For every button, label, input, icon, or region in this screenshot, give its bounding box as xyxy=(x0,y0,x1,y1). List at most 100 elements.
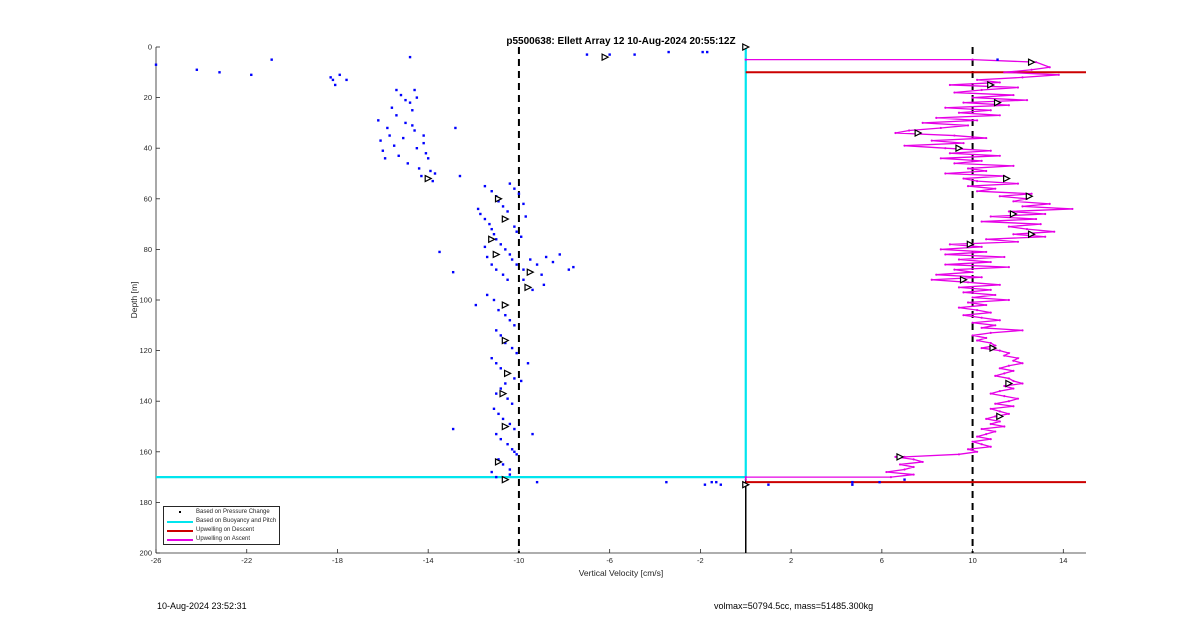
pressure-change-point xyxy=(703,483,707,486)
upwelling-ascent-point xyxy=(935,116,938,119)
upwelling-ascent-point xyxy=(1021,329,1024,332)
pressure-change-point xyxy=(406,162,409,165)
pressure-change-point xyxy=(667,50,670,54)
pressure-change-point xyxy=(490,263,493,266)
upwelling-ascent-point xyxy=(980,245,983,248)
pressure-change-point xyxy=(404,121,407,125)
upwelling-ascent-point xyxy=(744,478,747,481)
upwelling-ascent-point xyxy=(998,389,1001,393)
pressure-change-point xyxy=(510,258,514,261)
x-tick-label: 2 xyxy=(789,556,793,565)
pressure-change-point xyxy=(483,217,487,221)
upwelling-ascent-point xyxy=(985,238,988,241)
x-axis-label: Vertical Velocity [cm/s] xyxy=(579,568,664,578)
upwelling-ascent-point xyxy=(1039,223,1042,226)
upwelling-ascent-point xyxy=(894,131,897,135)
upwelling-ascent-point xyxy=(989,445,992,448)
pressure-change-point xyxy=(424,152,428,155)
triangle-marker xyxy=(742,480,751,489)
pressure-change-point xyxy=(513,225,516,228)
pressure-change-point xyxy=(513,324,516,327)
triangle-marker xyxy=(494,457,503,466)
pressure-change-point xyxy=(415,147,419,150)
upwelling-ascent-point xyxy=(971,321,974,324)
upwelling-ascent-point xyxy=(898,463,902,466)
y-tick-label: 60 xyxy=(144,194,152,203)
pressure-change-point xyxy=(408,55,412,59)
upwelling-ascent-point xyxy=(980,346,983,350)
chart-title: p5500638: Ellett Array 12 10-Aug-2024 20… xyxy=(506,36,735,47)
pressure-change-point xyxy=(331,78,335,82)
pressure-change-point xyxy=(499,334,502,337)
upwelling-ascent-point xyxy=(944,263,947,266)
upwelling-ascent-point xyxy=(976,435,979,438)
upwelling-ascent-point xyxy=(971,271,974,274)
pressure-change-point xyxy=(392,144,396,147)
triangle-marker xyxy=(1005,379,1014,388)
pressure-change-point xyxy=(495,362,498,365)
upwelling-ascent-point xyxy=(1048,202,1051,205)
triangle-marker xyxy=(524,283,533,292)
upwelling-ascent-point xyxy=(989,288,992,291)
upwelling-ascent-point xyxy=(980,88,983,92)
pressure-change-point xyxy=(408,101,412,104)
pressure-change-point xyxy=(506,397,509,400)
upwelling-ascent-point xyxy=(1007,266,1010,269)
upwelling-ascent-point xyxy=(962,291,965,294)
upwelling-ascent-point xyxy=(998,114,1001,117)
upwelling-ascent-point xyxy=(944,147,947,150)
upwelling-ascent-point xyxy=(921,121,924,124)
upwelling-ascent-point xyxy=(1071,207,1074,211)
pressure-change-point xyxy=(454,126,457,130)
upwelling-ascent-point xyxy=(980,220,983,223)
upwelling-ascent-point xyxy=(957,286,961,289)
upwelling-ascent-point xyxy=(903,144,906,147)
legend-item-pressure-change: Based on Pressure Change xyxy=(164,508,279,517)
triangle-marker xyxy=(503,369,512,378)
pressure-change-point xyxy=(497,200,500,203)
upwelling-ascent-point xyxy=(1003,384,1006,388)
pressure-change-point xyxy=(513,450,516,453)
upwelling-ascent-point xyxy=(939,248,942,251)
pressure-change-point xyxy=(515,230,518,233)
pressure-change-point xyxy=(483,245,487,249)
upwelling-ascent-point xyxy=(998,81,1001,84)
upwelling-ascent-point xyxy=(994,402,997,405)
pressure-change-point xyxy=(508,253,512,256)
series-upwelling-ascent-line xyxy=(745,59,1073,480)
pressure-change-point xyxy=(395,88,398,92)
triangle-marker xyxy=(1003,174,1011,183)
pressure-change-point xyxy=(495,432,498,436)
upwelling-ascent-point xyxy=(1012,200,1015,203)
pressure-change-point xyxy=(474,303,478,307)
x-tick-label: -6 xyxy=(606,556,613,565)
pressure-change-point xyxy=(513,377,516,380)
upwelling-ascent-point xyxy=(1012,379,1015,383)
upwelling-ascent-point xyxy=(998,410,1001,413)
upwelling-ascent-point xyxy=(971,58,974,61)
upwelling-ascent-point xyxy=(957,258,961,261)
triangle-marker xyxy=(987,80,996,89)
pressure-change-point xyxy=(542,283,546,287)
pressure-change-point xyxy=(504,248,507,251)
upwelling-ascent-point xyxy=(953,134,956,137)
pressure-change-point xyxy=(665,480,668,484)
upwelling-ascent-point xyxy=(1007,364,1010,367)
pressure-change-point xyxy=(513,427,516,431)
upwelling-ascent-point xyxy=(966,167,970,170)
upwelling-ascent-point xyxy=(1016,357,1020,360)
upwelling-ascent-point xyxy=(966,301,970,304)
upwelling-ascent-point xyxy=(1021,205,1024,208)
upwelling-ascent-point xyxy=(971,296,974,299)
pressure-change-point xyxy=(508,422,512,426)
pressure-change-point xyxy=(413,88,416,92)
legend-label: Upwelling on Descent xyxy=(196,527,255,533)
pressure-change-point xyxy=(438,250,441,254)
upwelling-ascent-point xyxy=(985,417,988,421)
y-tick-label: 20 xyxy=(144,93,152,102)
triangle-marker xyxy=(955,144,964,153)
pressure-change-point xyxy=(426,157,430,160)
upwelling-ascent-point xyxy=(989,149,992,152)
pressure-change-point xyxy=(517,192,521,195)
y-tick-label: 0 xyxy=(148,43,152,52)
